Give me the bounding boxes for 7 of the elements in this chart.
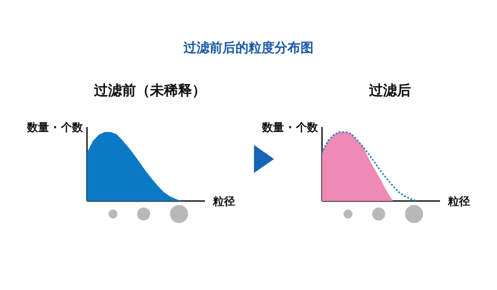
- x-axis-title: 粒径: [447, 195, 470, 208]
- text: 过滤前后的粒度分布图: [182, 40, 314, 56]
- chart-title: 过滤前（未稀释）: [93, 83, 206, 99]
- y-axis-title: 数量 · 个数: [261, 121, 319, 134]
- chart-title: 过滤后: [368, 82, 411, 99]
- y-axis-title: 数量 · 个数: [26, 121, 84, 134]
- x-axis-title: 粒径: [212, 195, 235, 208]
